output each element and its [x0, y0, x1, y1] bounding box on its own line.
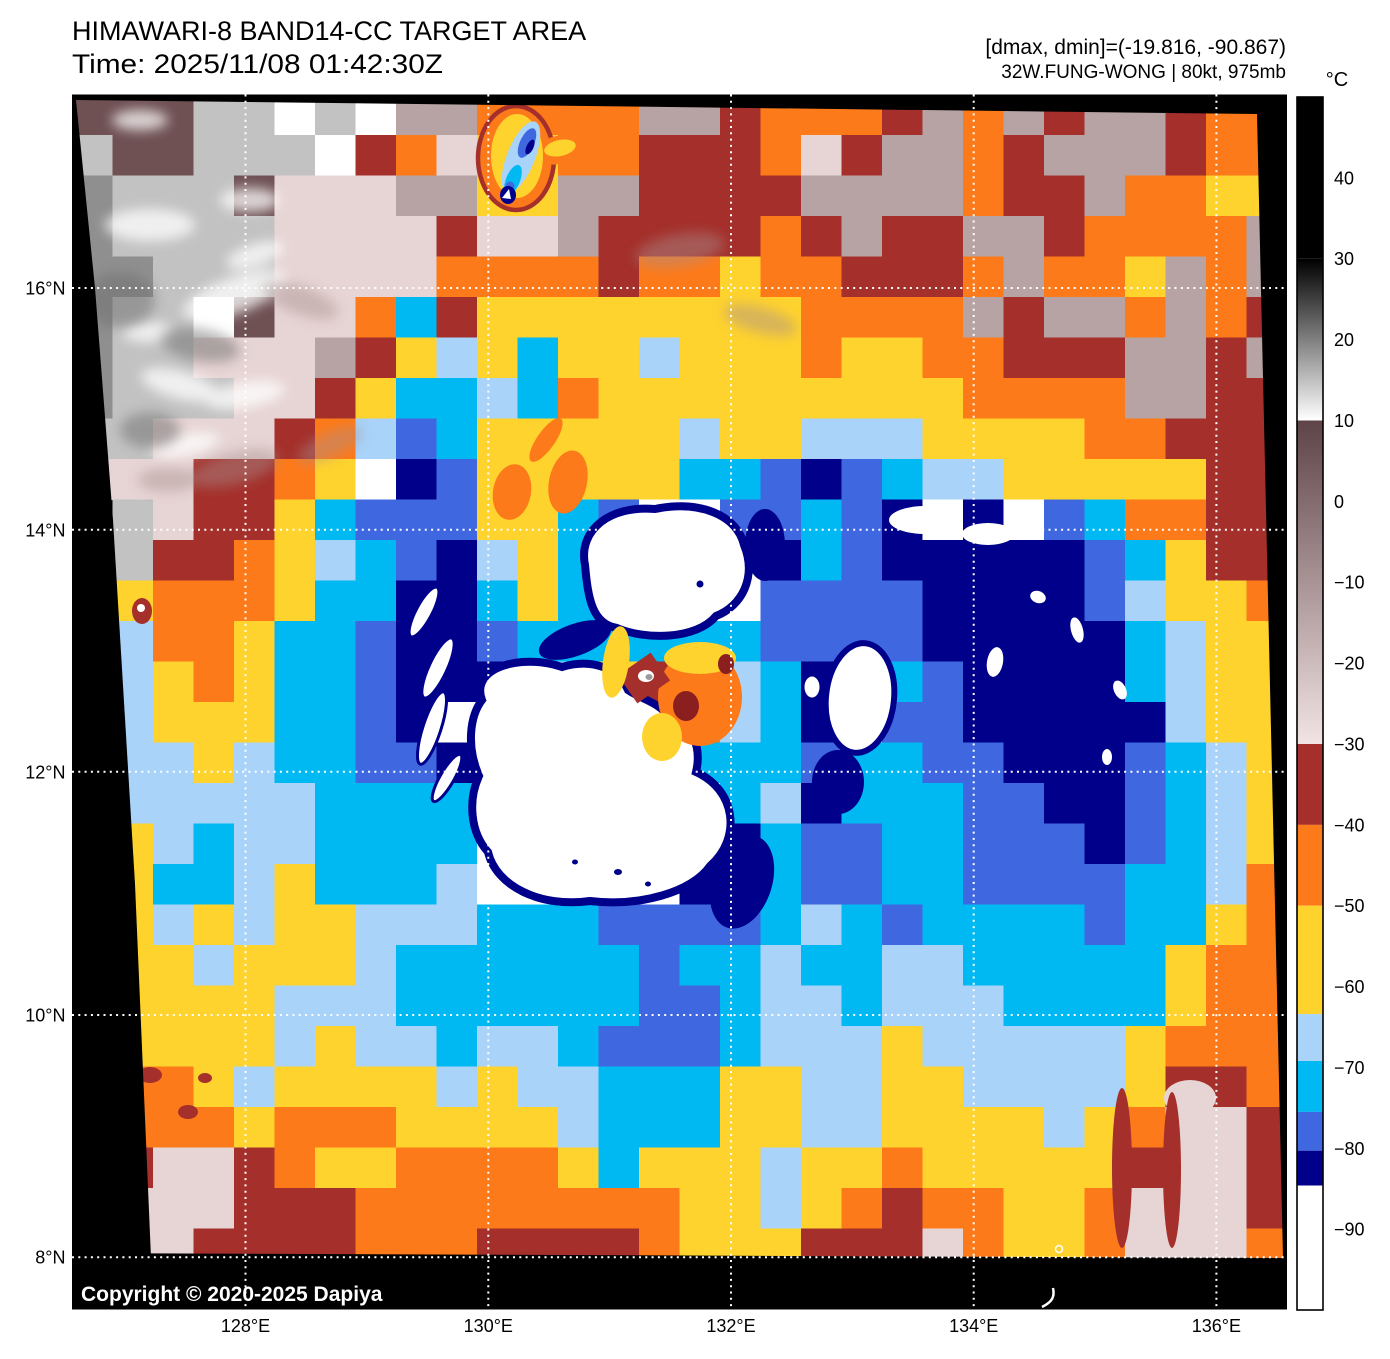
- svg-text:16°N: 16°N: [25, 279, 65, 299]
- svg-text:Time: 2025/11/08 01:42:30Z: Time: 2025/11/08 01:42:30Z: [72, 49, 443, 79]
- svg-text:−10: −10: [1334, 573, 1365, 593]
- svg-text:132°E: 132°E: [706, 1316, 755, 1336]
- svg-text:12°N: 12°N: [25, 762, 65, 782]
- svg-text:°C: °C: [1326, 69, 1348, 91]
- svg-text:[dmax, dmin]=(-19.816, -90.867: [dmax, dmin]=(-19.816, -90.867): [985, 36, 1286, 59]
- svg-text:−90: −90: [1334, 1220, 1365, 1240]
- svg-text:−50: −50: [1334, 896, 1365, 916]
- svg-text:30: 30: [1334, 249, 1354, 269]
- svg-text:134°E: 134°E: [949, 1316, 998, 1336]
- svg-text:HIMAWARI-8 BAND14-CC TARGET AR: HIMAWARI-8 BAND14-CC TARGET AREA: [72, 16, 586, 46]
- svg-text:40: 40: [1334, 168, 1354, 188]
- svg-text:−80: −80: [1334, 1139, 1365, 1159]
- svg-text:14°N: 14°N: [25, 520, 65, 540]
- svg-text:Copyright © 2020-2025 Dapiya: Copyright © 2020-2025 Dapiya: [81, 1283, 383, 1306]
- svg-text:−30: −30: [1334, 735, 1365, 755]
- svg-text:0: 0: [1334, 492, 1344, 512]
- svg-text:8°N: 8°N: [35, 1248, 65, 1268]
- svg-text:130°E: 130°E: [464, 1316, 513, 1336]
- svg-text:32W.FUNG-WONG | 80kt, 975mb: 32W.FUNG-WONG | 80kt, 975mb: [1001, 62, 1286, 83]
- svg-text:20: 20: [1334, 330, 1354, 350]
- svg-text:−60: −60: [1334, 977, 1365, 997]
- svg-text:10°N: 10°N: [25, 1006, 65, 1026]
- svg-text:−40: −40: [1334, 815, 1365, 835]
- svg-text:128°E: 128°E: [221, 1316, 270, 1336]
- svg-text:−70: −70: [1334, 1058, 1365, 1078]
- svg-text:136°E: 136°E: [1192, 1316, 1241, 1336]
- svg-text:−20: −20: [1334, 654, 1365, 674]
- svg-text:10: 10: [1334, 411, 1354, 431]
